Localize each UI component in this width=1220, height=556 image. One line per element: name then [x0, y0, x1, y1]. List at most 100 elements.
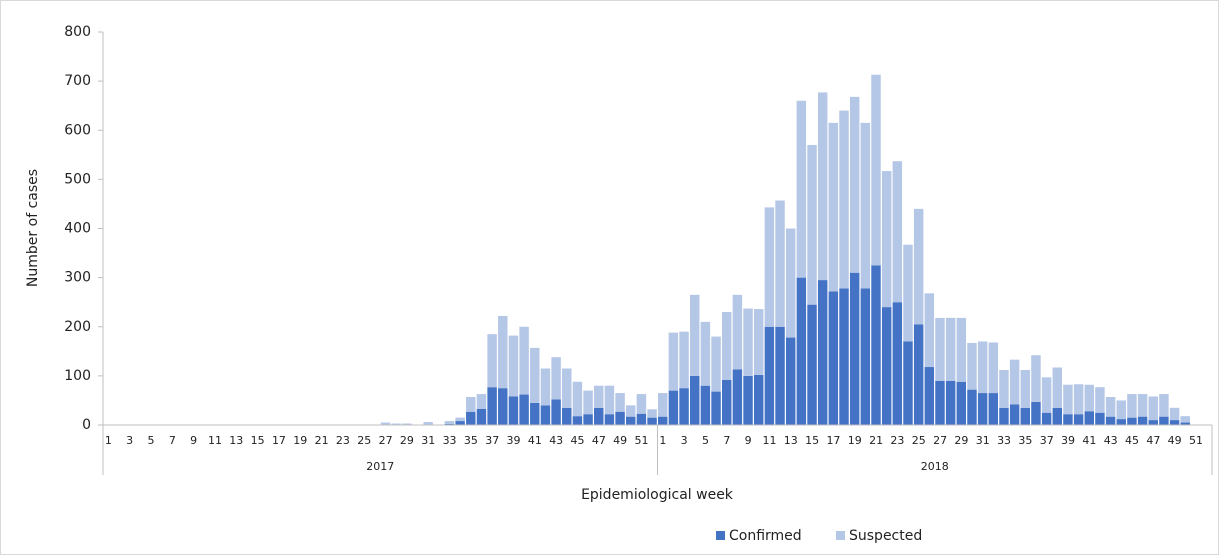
x-tick-label: 9 [190, 434, 197, 447]
bar-segment [476, 394, 487, 409]
bar-segment [924, 367, 935, 425]
bar-segment [1063, 414, 1073, 425]
bar-segment [860, 122, 871, 289]
bar-segment [967, 342, 977, 390]
bar-segment [743, 375, 753, 425]
bar-segment [849, 96, 860, 273]
bar-segment [1169, 420, 1180, 425]
x-tick-label: 3 [681, 434, 688, 447]
bar-segment [658, 416, 668, 425]
bar-segment [658, 393, 668, 417]
bar-segment [1052, 407, 1063, 425]
y-tick-label: 300 [64, 270, 91, 286]
bar-segment [423, 422, 433, 425]
x-tick-label: 43 [549, 434, 563, 447]
bar-segment [668, 332, 679, 391]
bar-segment [892, 161, 903, 303]
x-tick-label: 31 [421, 434, 435, 447]
bar-segment [604, 385, 615, 415]
bar-segment [530, 347, 540, 403]
bar-segment [498, 315, 508, 389]
bar-segment [711, 391, 721, 425]
bar-segment [785, 228, 796, 338]
bar-segment [562, 407, 572, 425]
bar-segment [881, 307, 892, 425]
bar-segment [1116, 400, 1126, 420]
bar-segment [1180, 422, 1190, 425]
x-tick-label: 41 [528, 434, 542, 447]
bar-segment [753, 374, 764, 425]
y-tick-label: 400 [64, 221, 91, 237]
x-tick-label: 21 [315, 434, 329, 447]
x-tick-label: 23 [336, 434, 350, 447]
bar-segment [1127, 394, 1137, 418]
x-tick-label: 29 [954, 434, 968, 447]
bar-segment [764, 326, 775, 425]
bar-segment [903, 341, 913, 425]
bar-segment [626, 405, 636, 417]
x-tick-label: 49 [613, 434, 627, 447]
bar-segment [466, 396, 476, 412]
x-tick-label: 35 [1018, 434, 1032, 447]
bar-segment [807, 144, 817, 305]
group-label: 2018 [921, 460, 949, 473]
y-tick-label: 200 [64, 319, 91, 335]
y-tick-label: 800 [64, 24, 91, 40]
bar-segment [1148, 420, 1158, 425]
legend-swatch [836, 531, 845, 540]
bar-segment [732, 294, 743, 370]
bar-segment [455, 421, 465, 425]
bar-segment [956, 381, 967, 425]
bar-segment [1137, 394, 1148, 417]
bar-segment [775, 326, 785, 425]
bar-segment [721, 312, 732, 380]
x-tick-label: 11 [208, 434, 222, 447]
bar-segment [892, 302, 903, 425]
group-label: 2017 [366, 460, 394, 473]
bar-segment [636, 413, 647, 425]
bar-segment [572, 381, 583, 417]
bar-segment [817, 280, 828, 425]
x-tick-label: 27 [379, 434, 393, 447]
bar-segment [1095, 412, 1105, 425]
y-tick-label: 700 [64, 73, 91, 89]
bar-segment [871, 74, 881, 266]
bar-segment [1020, 369, 1031, 408]
x-tick-label: 3 [126, 434, 133, 447]
bar-segment [540, 368, 551, 406]
x-tick-label: 11 [762, 434, 776, 447]
bar-segment [562, 368, 572, 408]
x-tick-label: 45 [1125, 434, 1139, 447]
bar-segment [551, 357, 561, 400]
bar-segment [402, 423, 412, 425]
bar-segment [967, 389, 977, 425]
bar-segment [572, 416, 583, 425]
x-tick-label: 39 [507, 434, 521, 447]
bar-segment [1009, 359, 1020, 405]
legend-label: Confirmed [729, 528, 802, 544]
legend-swatch [716, 531, 725, 540]
bar-segment [508, 335, 519, 397]
x-tick-label: 1 [105, 434, 112, 447]
bar-segment [1159, 394, 1169, 417]
bar-segment [828, 291, 839, 425]
x-tick-label: 15 [805, 434, 819, 447]
x-tick-label: 27 [933, 434, 947, 447]
bar-segment [615, 393, 625, 412]
bar-segment [999, 407, 1009, 425]
y-axis-title: Number of cases [25, 169, 41, 287]
bar-segment [476, 408, 487, 425]
bar-segment [380, 422, 391, 425]
bar-segment [1020, 407, 1031, 425]
bar-segment [711, 336, 721, 392]
x-tick-label: 7 [723, 434, 730, 447]
bar-segment [945, 317, 956, 381]
x-tick-label: 19 [848, 434, 862, 447]
bar-segment [871, 265, 881, 425]
y-tick-label: 100 [64, 368, 91, 384]
x-tick-label: 17 [826, 434, 840, 447]
bar-segment [689, 294, 700, 376]
bar-segment [796, 277, 807, 425]
